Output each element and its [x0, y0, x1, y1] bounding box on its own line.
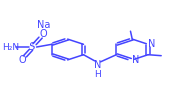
Text: H₂N: H₂N: [2, 43, 19, 51]
Text: N: N: [94, 60, 101, 70]
Text: N: N: [148, 39, 155, 49]
Text: S: S: [29, 42, 36, 52]
Text: N: N: [132, 55, 139, 65]
Text: O: O: [18, 55, 26, 65]
Text: O: O: [39, 29, 47, 39]
Text: H: H: [94, 70, 101, 79]
Text: Na: Na: [37, 20, 50, 30]
